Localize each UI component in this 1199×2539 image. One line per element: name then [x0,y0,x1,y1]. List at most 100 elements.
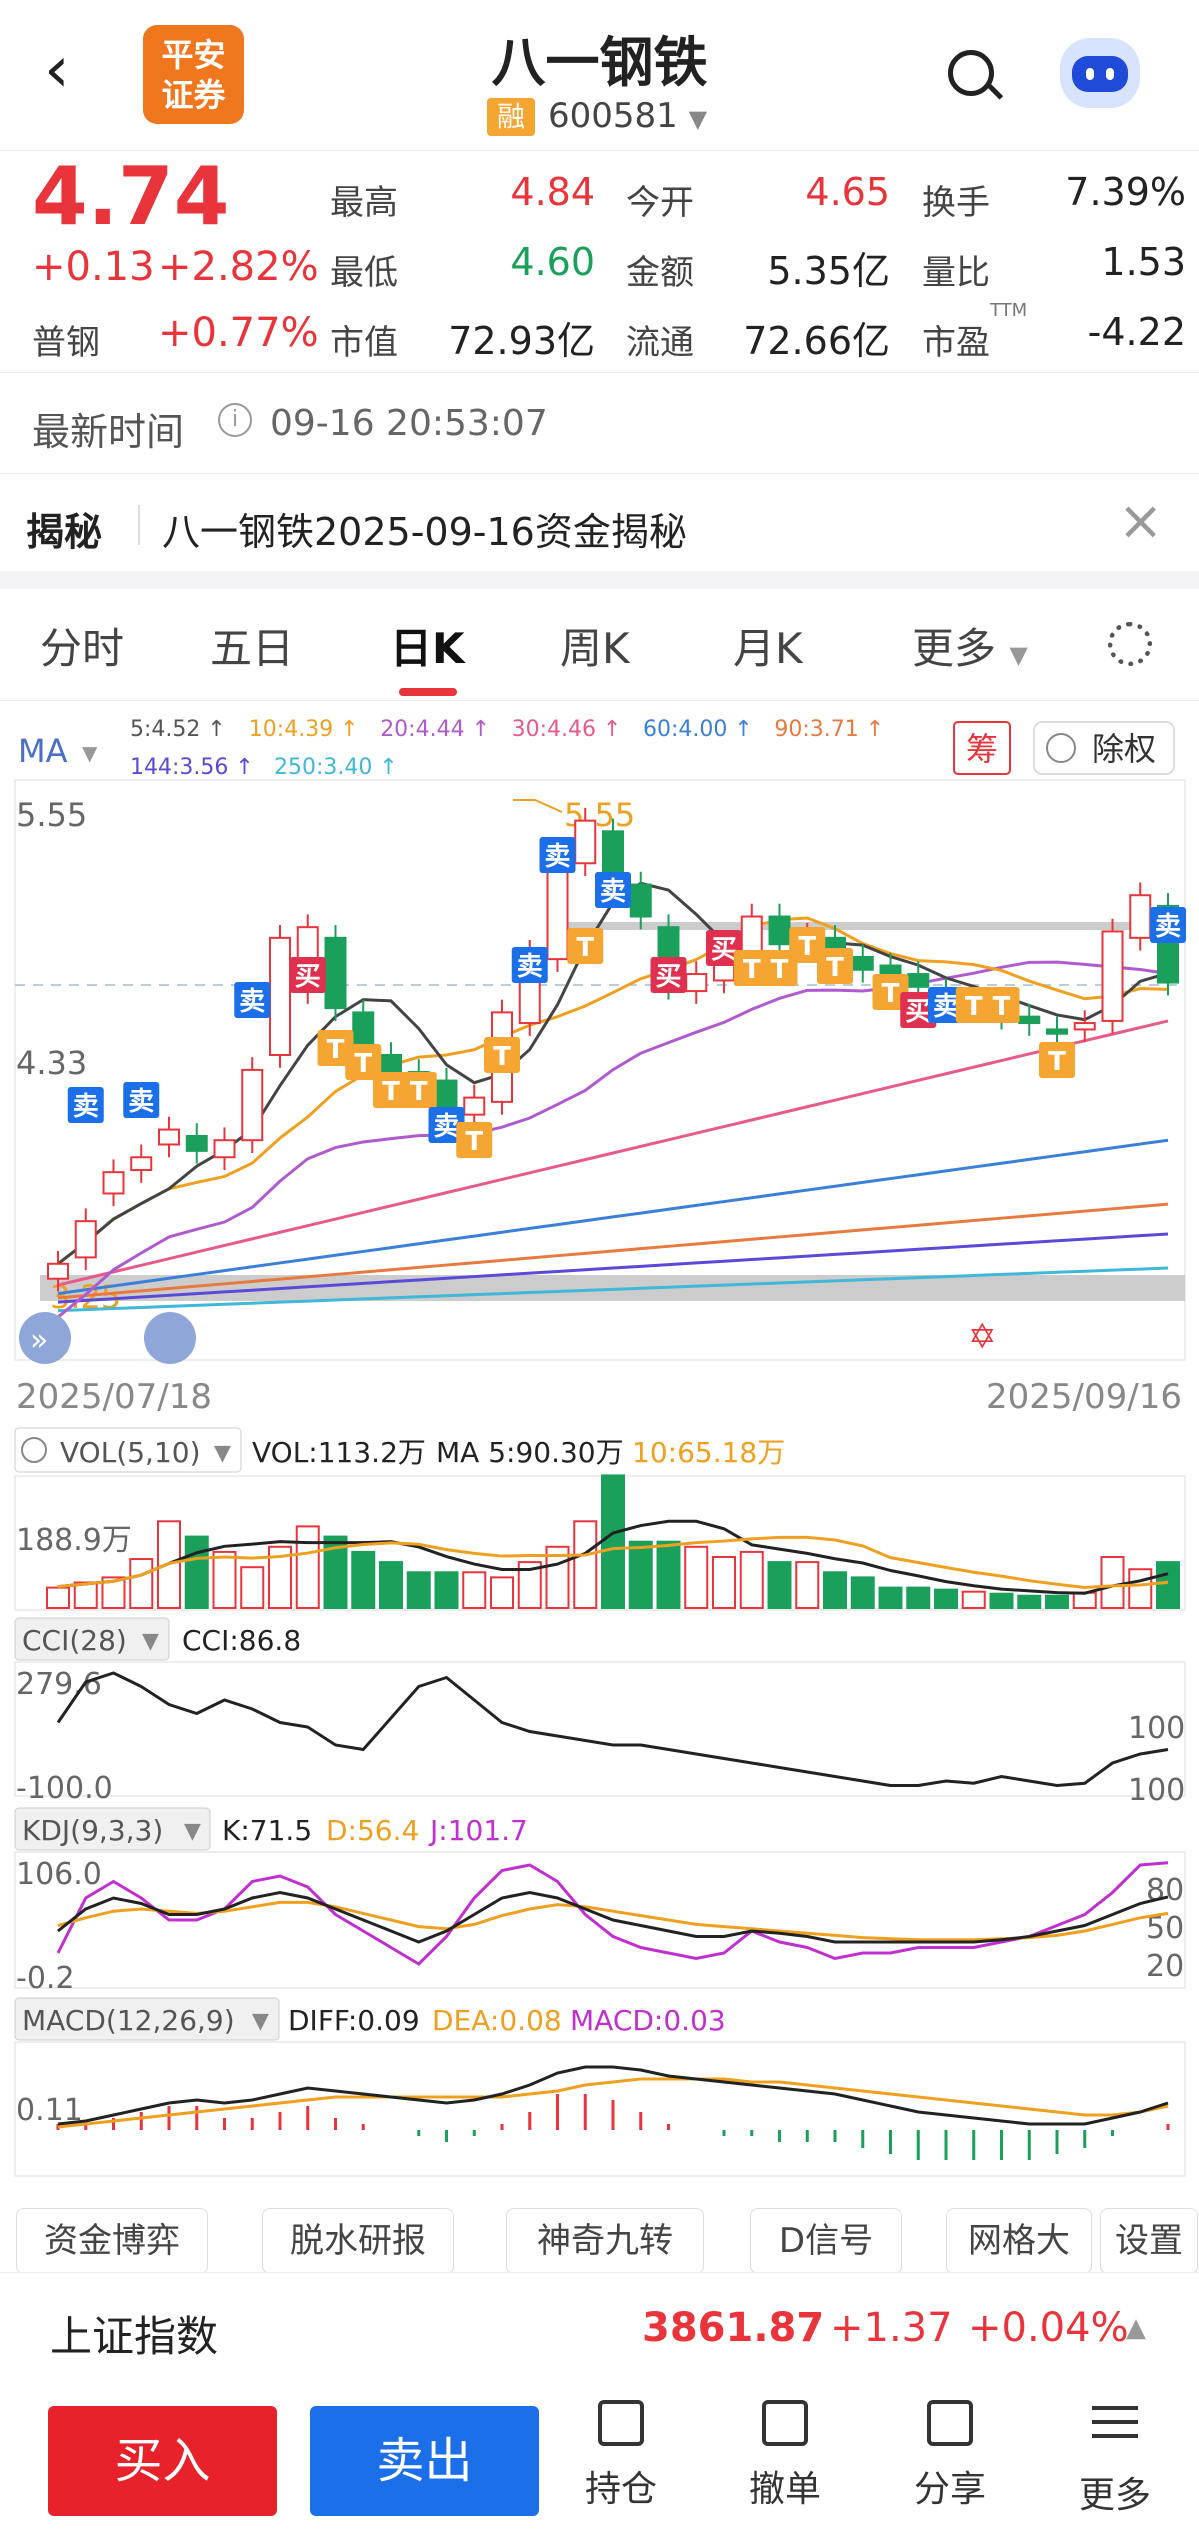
sell-signal-badge [428,1107,465,1143]
kline-chart[interactable]: MA ▼ 5:4.52 ↑ 10:4.39 ↑ 20:4.44 ↑ 30:4.46 ↑… [0,700,1199,2200]
func-research[interactable]: 脱水研报 [262,2208,454,2274]
t-signal-badge [317,1030,354,1066]
chip-button-frame[interactable] [953,721,1011,775]
sell-button[interactable]: 卖出 [310,2406,539,2516]
kdj-axis-80: 80 [1146,1873,1184,1908]
volume-bar [795,1561,820,1609]
candle-body [1046,1028,1068,1035]
reveal-text[interactable]: 八一钢铁2025-09-16资金揭秘 [162,510,687,554]
t-signal-text: T [327,1035,345,1065]
action-share[interactable]: 分享 [890,2400,1010,2512]
t-signal-text: T [382,1077,400,1107]
info-icon[interactable]: i [218,403,252,437]
kdj-k-value: K:71.5 [222,1814,312,1847]
double-chevron-icon: » [30,1323,48,1358]
tab-more[interactable]: 更多 ▼ [912,615,1028,676]
candle-body [74,1220,97,1259]
macd-diff: DIFF:0.09 [288,2004,420,2037]
macd-dea-line [57,2077,1169,2129]
macd-selector[interactable] [14,1997,280,2041]
action-more[interactable]: 更多 [1055,2400,1175,2518]
func-d-signal[interactable]: D信号 [750,2208,902,2274]
tab-weekly-k[interactable]: 周K [560,624,630,673]
reveal-row[interactable]: 揭秘 八一钢铁2025-09-16资金揭秘 × [0,475,1199,571]
vol-title[interactable]: VOL(5,10) [60,1436,201,1469]
tab-monthly-k[interactable]: 月K [733,624,803,673]
latest-time-value: 09-16 20:53:07 [270,403,548,444]
back-chevron-left-icon[interactable]: ‹ [44,33,70,107]
caret-down-icon: ▼ [184,1819,201,1844]
price-change-pct: +2.82% [158,244,319,290]
func-nine-turn[interactable]: 神奇九转 [506,2208,704,2274]
kdj-selector[interactable] [14,1807,211,1851]
latest-time-label: 最新时间 [32,410,185,454]
adjust-button[interactable]: 除权 [1092,730,1156,768]
low-label: 最低 [330,253,398,293]
date-end: 2025/09/16 [986,1377,1182,1417]
price-high-axis: 5.55 [16,796,87,834]
tab-daily-k[interactable]: 日K [390,624,465,673]
volume-bar [184,1535,209,1609]
t-signal-badge [761,950,798,986]
candle-body [102,1171,125,1195]
vol-selector[interactable] [14,1427,242,1473]
candle-body [1073,1022,1096,1031]
volume-bar [684,1545,709,1610]
macd-title[interactable]: MACD(12,26,9) [22,2004,235,2037]
kdj-title[interactable]: KDJ(9,3,3) [22,1814,163,1847]
kdj-axis-20: 20 [1146,1949,1184,1984]
stock-code[interactable]: 600581 ▼ [548,96,707,136]
vol-ma10: 10:65.18万 [632,1436,785,1469]
tab-five-day[interactable]: 五日 [210,624,295,673]
action-cancel-order[interactable]: 撤单 [725,2400,845,2512]
adjust-button-frame[interactable] [1033,721,1175,775]
macd-histogram [56,2094,1170,2160]
kdj-bottom-axis: -0.2 [16,1961,75,1996]
kdj-d-line [57,1900,1169,1942]
sell-signal-badge [1150,907,1186,943]
volume-bar [878,1586,903,1609]
volume-bar [462,1571,487,1610]
gear-icon[interactable] [1108,622,1152,666]
cci-top-axis: 279.6 [16,1667,102,1702]
fullscreen-icon[interactable] [144,1312,196,1364]
candle-body [1129,894,1152,939]
index-ticker[interactable]: 上证指数 3861.87 +1.37 +0.04% ▲ [0,2272,1199,2384]
sell-signal-text: 卖 [433,1112,459,1142]
tab-intraday[interactable]: 分时 [40,624,125,673]
ma-selector[interactable]: MA [18,732,68,770]
high-label: 最高 [330,183,398,223]
action-position[interactable]: 持仓 [561,2400,681,2512]
ma-legend-item: 90:3.71 ↑ [774,717,884,742]
chip-button[interactable]: 筹 [966,730,998,768]
volume-bar [1045,1594,1069,1610]
cci-title[interactable]: CCI(28) [22,1624,127,1657]
cci-selector[interactable] [14,1617,170,1661]
event-star-icon[interactable]: ✡ [968,1317,997,1357]
expand-icon[interactable] [19,1312,71,1364]
close-icon[interactable]: × [1118,489,1164,552]
ma90-line [57,1202,1169,1300]
volume-bar [295,1525,320,1610]
search-icon[interactable] [948,50,994,96]
sector-name[interactable]: 普钢 [32,323,100,363]
func-settings[interactable]: 设置 [1100,2208,1198,2274]
mktcap-label: 市值 [330,323,398,363]
func-capital-game[interactable]: 资金博弈 [16,2208,208,2274]
ma-legend-item: 60:4.00 ↑ [643,717,753,742]
func-grid[interactable]: 网格大 [946,2208,1092,2274]
volume-bar [1156,1561,1180,1609]
candle-body [47,1262,69,1280]
t-signal-badge [373,1072,409,1108]
reveal-divider [138,505,140,545]
candle-body [574,819,597,865]
volume-bar [212,1550,237,1610]
candle-body [907,973,930,988]
vol-panel-frame [14,1475,1186,1611]
buy-button[interactable]: 买入 [48,2406,277,2516]
t-signal-badge [955,987,992,1023]
t-signal-text: T [965,992,983,1022]
caret-up-icon[interactable]: ▲ [1126,2313,1146,2343]
robot-icon[interactable] [1060,38,1140,108]
ma-legend-item: 144:3.56 ↑ [130,755,254,780]
